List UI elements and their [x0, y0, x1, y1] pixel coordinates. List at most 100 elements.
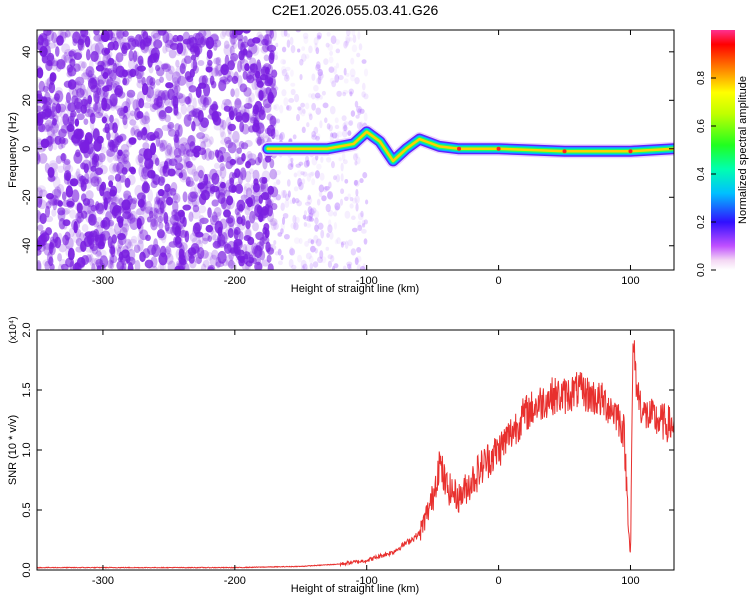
noise-blob [225, 198, 235, 210]
noise-blob [40, 232, 50, 243]
noise-blob [183, 114, 192, 127]
noise-blob [308, 217, 314, 222]
noise-blob [357, 212, 364, 221]
noise-blob [311, 178, 316, 186]
noise-blob [107, 67, 114, 78]
noise-blob [344, 178, 349, 184]
noise-blob [164, 183, 171, 193]
noise-blob [43, 30, 49, 39]
noise-blob [220, 197, 227, 210]
noise-blob [290, 222, 297, 229]
noise-blob [198, 147, 207, 156]
noise-blob [202, 237, 209, 245]
noise-blob [211, 100, 218, 113]
noise-blob [150, 214, 159, 227]
noise-blob [229, 158, 237, 166]
noise-blob [275, 170, 282, 176]
snr-y-axis: 0.0 0.5 1.0 1.5 2.0 [21, 322, 674, 578]
noise-blob [173, 92, 184, 100]
noise-blob [312, 261, 319, 268]
noise-blob [269, 158, 275, 169]
noise-blob [126, 92, 134, 105]
noise-blob [256, 136, 262, 147]
noise-blob [339, 198, 344, 206]
noise-blob [249, 57, 257, 67]
noise-blob [269, 30, 275, 39]
noise-blob [259, 250, 266, 261]
spectrogram-y-label: Frequency (Hz) [7, 112, 19, 188]
noise-blob [44, 205, 51, 218]
noise-blob [93, 171, 100, 181]
noise-blob [314, 247, 318, 254]
noise-blob [65, 92, 72, 104]
noise-blob [190, 108, 198, 117]
noise-blob [196, 165, 205, 178]
noise-blob [310, 171, 315, 177]
noise-blob [234, 98, 242, 106]
noise-blob [319, 250, 324, 259]
noise-blob [228, 249, 235, 261]
noise-blob [318, 191, 323, 198]
noise-blob [164, 221, 170, 232]
noise-blob [179, 242, 188, 252]
noise-blob [356, 105, 362, 113]
noise-blob [317, 71, 324, 81]
noise-blob [260, 206, 269, 216]
noise-blob [132, 50, 138, 63]
noise-blob [260, 181, 269, 193]
noise-blob [206, 54, 211, 62]
noise-blob [115, 52, 124, 63]
noise-blob [300, 107, 306, 117]
noise-blob [198, 169, 204, 179]
noise-blob [340, 162, 344, 172]
noise-blob [185, 180, 195, 187]
noise-blob [292, 134, 297, 140]
noise-blob [148, 207, 158, 218]
noise-blob [249, 168, 255, 175]
noise-blob [84, 231, 94, 238]
noise-blob [77, 60, 86, 72]
noise-blob [221, 30, 227, 38]
spectrogram-noise-field [37, 30, 369, 270]
noise-blob [358, 43, 363, 51]
noise-blob [241, 153, 246, 162]
noise-blob [168, 158, 178, 167]
noise-blob [316, 133, 321, 140]
noise-blob [56, 35, 64, 46]
noise-blob [136, 215, 145, 226]
noise-blob [70, 110, 77, 118]
noise-blob [74, 76, 85, 86]
noise-blob [274, 251, 280, 256]
noise-blob [291, 197, 296, 204]
noise-blob [316, 34, 321, 41]
noise-blob [327, 224, 333, 234]
noise-blob [108, 180, 114, 188]
noise-blob [76, 201, 82, 212]
noise-blob [162, 63, 172, 73]
noise-blob [150, 180, 158, 189]
noise-blob [252, 195, 261, 202]
noise-blob [350, 74, 356, 82]
noise-blob [246, 49, 253, 60]
spectrogram-x-tick-label: 0 [496, 275, 502, 287]
noise-blob [249, 210, 256, 224]
noise-blob [304, 240, 309, 247]
noise-blob [231, 75, 239, 84]
noise-blob [188, 211, 194, 222]
noise-blob [156, 67, 165, 77]
noise-blob [58, 259, 67, 268]
snr-y-tick-label: 0.0 [21, 562, 33, 577]
noise-blob [290, 157, 294, 163]
noise-blob [95, 251, 103, 258]
noise-blob [212, 240, 221, 249]
noise-blob [299, 73, 303, 81]
noise-blob [259, 74, 269, 81]
noise-blob [343, 121, 349, 126]
snr-y-tick-label: 2.0 [21, 322, 33, 337]
noise-blob [293, 237, 300, 244]
noise-blob [44, 260, 50, 270]
noise-blob [363, 238, 368, 245]
noise-blob [130, 235, 138, 244]
noise-blob [80, 61, 87, 69]
noise-blob [303, 222, 307, 227]
